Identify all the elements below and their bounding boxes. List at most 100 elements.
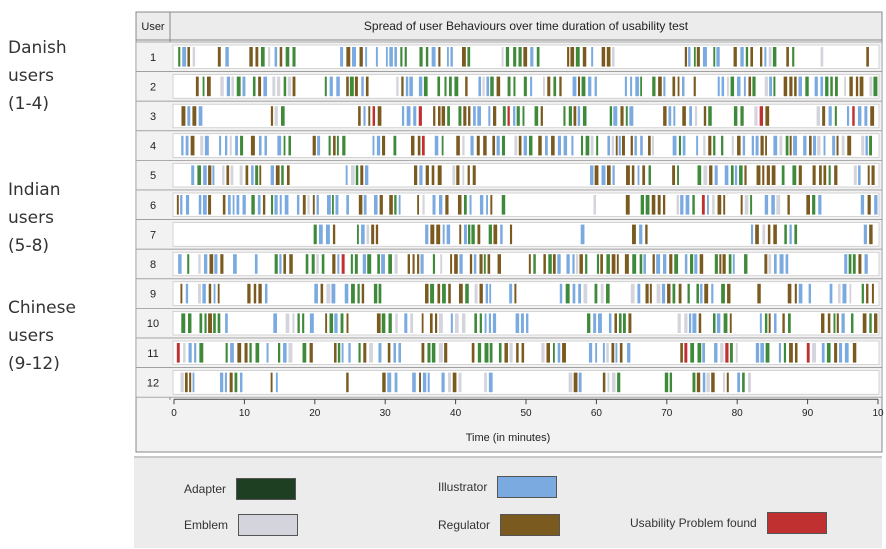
behaviour-mark [651,135,654,156]
behaviour-mark [220,76,224,97]
row-track [172,370,880,395]
behaviour-mark [760,343,765,363]
behaviour-mark [798,165,802,185]
behaviour-mark [750,224,754,245]
behaviour-mark [219,372,224,393]
behaviour-mark [377,106,382,126]
behaviour-mark [364,165,369,185]
behaviour-mark [382,135,386,156]
behaviour-mark [752,76,756,97]
behaviour-mark [430,224,435,245]
behaviour-mark [450,254,453,274]
behaviour-mark [341,343,344,363]
group-label-chinese: Chinese users (9-12) [8,294,76,378]
behaviour-mark [762,165,765,185]
behaviour-mark [394,254,398,274]
behaviour-mark [496,135,500,156]
behaviour-mark [585,254,588,274]
behaviour-mark [703,106,707,126]
behaviour-mark [187,254,190,274]
behaviour-mark [487,254,491,274]
behaviour-mark [225,343,228,363]
behaviour-mark [750,195,753,215]
behaviour-mark [784,224,787,245]
behaviour-mark [376,135,381,156]
behaviour-mark [852,106,855,126]
behaviour-mark [251,195,255,215]
behaviour-mark [501,135,506,156]
behaviour-mark [538,135,542,156]
behaviour-mark [572,76,577,97]
behaviour-mark [375,47,378,67]
behaviour-mark [327,195,331,215]
behaviour-mark [789,135,792,156]
behaviour-mark [407,254,410,274]
behaviour-mark [566,254,570,274]
behaviour-mark [486,195,488,215]
behaviour-mark [430,283,435,304]
behaviour-mark [354,254,358,274]
behaviour-mark [834,106,837,126]
behaviour-mark [688,313,692,333]
group-name: Danish [8,38,67,58]
behaviour-mark [669,372,673,393]
behaviour-mark [565,283,570,304]
behaviour-mark [608,313,612,333]
behaviour-mark [864,106,868,126]
behaviour-mark [567,47,570,67]
behaviour-mark [208,313,212,333]
behaviour-mark [677,76,680,97]
behaviour-mark [704,283,709,304]
behaviour-mark [245,165,249,185]
user-id-label: 9 [150,289,156,301]
behaviour-mark [830,76,833,97]
behaviour-mark [401,76,404,97]
behaviour-mark [484,343,489,363]
behaviour-mark [573,372,578,393]
user-row: 7 [135,219,883,250]
behaviour-mark [759,106,764,126]
behaviour-mark [701,195,705,215]
behaviour-mark [871,283,874,304]
behaviour-mark [389,47,393,67]
behaviour-mark [723,372,725,393]
behaviour-mark [462,165,465,185]
behaviour-mark [247,283,251,304]
behaviour-mark [456,165,460,185]
behaviour-mark [523,135,528,156]
behaviour-mark [468,224,471,245]
behaviour-mark [292,76,296,97]
behaviour-mark [858,254,862,274]
behaviour-mark [645,283,649,304]
behaviour-mark [264,135,267,156]
legend-item-adapter: Adapter [184,478,297,500]
behaviour-mark [730,76,735,97]
behaviour-mark [600,283,604,304]
behaviour-mark [656,283,661,304]
behaviour-mark [239,165,243,185]
behaviour-mark [309,313,314,333]
behaviour-mark [467,47,471,67]
behaviour-mark [595,343,598,363]
user-row: 3 [135,100,883,132]
behaviour-mark [437,165,442,185]
behaviour-mark [198,283,201,304]
behaviour-mark [787,195,790,215]
behaviour-mark [505,47,510,67]
behaviour-mark [834,343,838,363]
behaviour-mark [627,343,631,363]
behaviour-mark [744,254,748,274]
behaviour-mark [274,195,278,215]
behaviour-mark [617,372,621,393]
behaviour-mark [747,372,751,393]
x-axis-label: Time (in minutes) [466,432,551,444]
behaviour-mark [324,76,327,97]
behaviour-mark [377,254,380,274]
behaviour-mark [513,76,516,97]
behaviour-mark [764,195,769,215]
behaviour-mark [577,106,581,126]
behaviour-mark [669,254,673,274]
behaviour-mark [690,254,694,274]
legend-swatch-illustrator [497,476,558,498]
behaviour-mark [601,47,606,67]
